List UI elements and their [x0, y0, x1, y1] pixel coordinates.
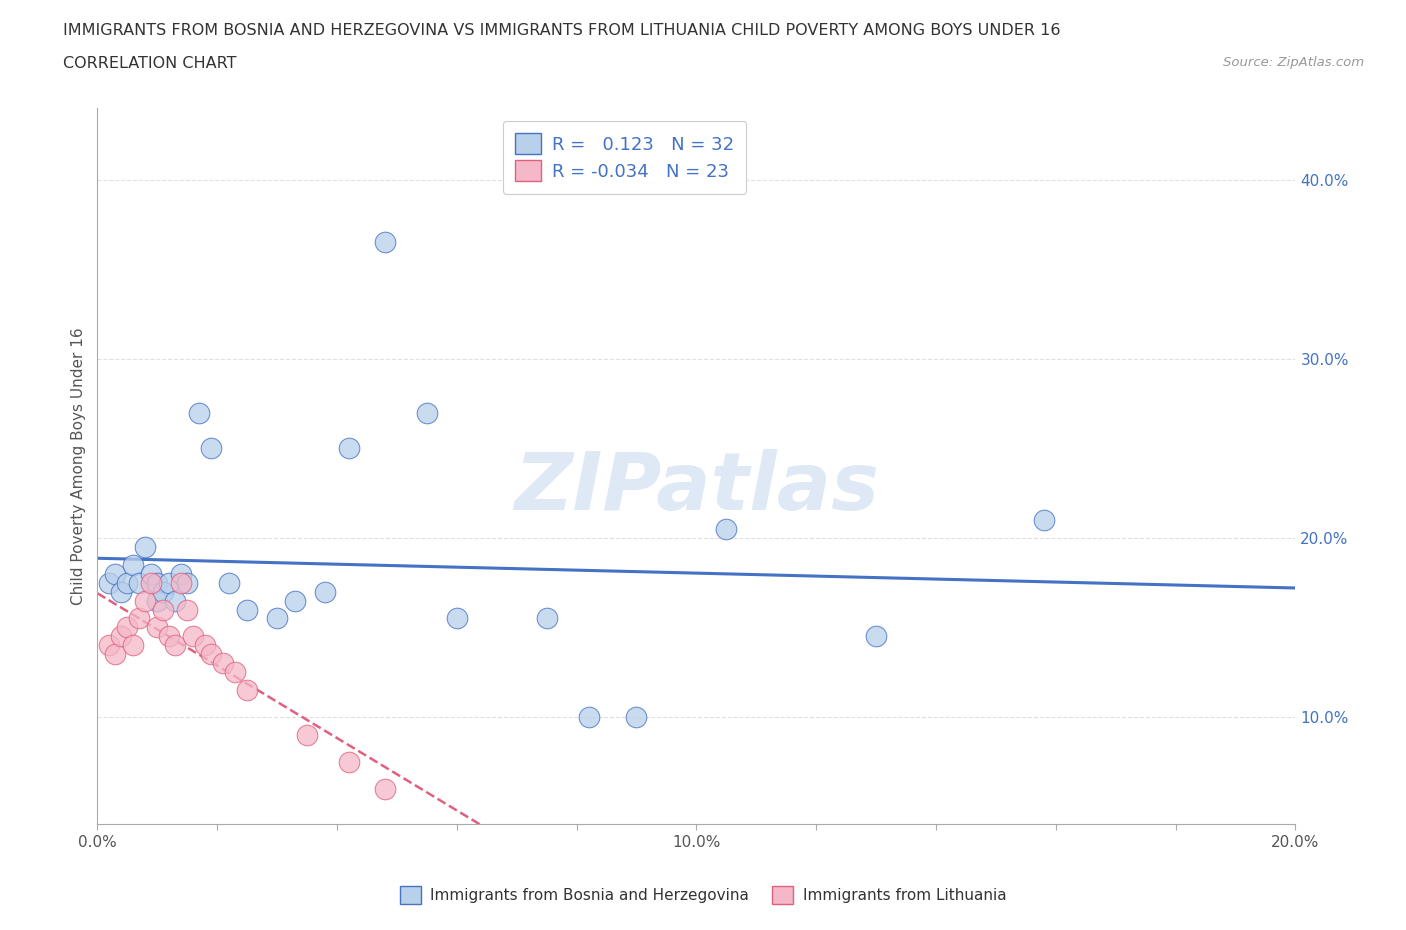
- Text: ZIPatlas: ZIPatlas: [515, 449, 879, 526]
- Point: [188, 405, 211, 420]
- Point: [865, 629, 887, 644]
- Point: [165, 593, 187, 608]
- Point: [200, 647, 222, 662]
- Point: [374, 781, 396, 796]
- Point: [134, 593, 156, 608]
- Text: Source: ZipAtlas.com: Source: ZipAtlas.com: [1223, 56, 1364, 69]
- Point: [266, 611, 288, 626]
- Point: [337, 754, 360, 769]
- Point: [224, 665, 246, 680]
- Point: [117, 576, 139, 591]
- Point: [314, 584, 336, 599]
- Point: [128, 611, 150, 626]
- Point: [152, 584, 174, 599]
- Point: [170, 576, 193, 591]
- Point: [146, 620, 169, 635]
- Point: [236, 602, 259, 617]
- Point: [181, 629, 204, 644]
- Point: [146, 576, 169, 591]
- Legend: Immigrants from Bosnia and Herzegovina, Immigrants from Lithuania: Immigrants from Bosnia and Herzegovina, …: [391, 877, 1015, 913]
- Point: [374, 235, 396, 250]
- Point: [128, 576, 150, 591]
- Point: [176, 576, 198, 591]
- Text: IMMIGRANTS FROM BOSNIA AND HERZEGOVINA VS IMMIGRANTS FROM LITHUANIA CHILD POVERT: IMMIGRANTS FROM BOSNIA AND HERZEGOVINA V…: [63, 23, 1060, 38]
- Point: [104, 566, 127, 581]
- Point: [98, 576, 121, 591]
- Point: [416, 405, 439, 420]
- Point: [152, 602, 174, 617]
- Point: [122, 638, 145, 653]
- Point: [295, 727, 318, 742]
- Point: [157, 629, 180, 644]
- Point: [110, 629, 132, 644]
- Point: [212, 656, 235, 671]
- Y-axis label: Child Poverty Among Boys Under 16: Child Poverty Among Boys Under 16: [72, 327, 86, 605]
- Point: [626, 710, 648, 724]
- Point: [117, 620, 139, 635]
- Point: [98, 638, 121, 653]
- Point: [141, 576, 163, 591]
- Point: [146, 593, 169, 608]
- Text: CORRELATION CHART: CORRELATION CHART: [63, 56, 236, 71]
- Point: [170, 566, 193, 581]
- Point: [122, 557, 145, 572]
- Point: [194, 638, 217, 653]
- Point: [104, 647, 127, 662]
- Point: [176, 602, 198, 617]
- Point: [1032, 512, 1054, 527]
- Point: [165, 638, 187, 653]
- Point: [134, 539, 156, 554]
- Legend: R =   0.123   N = 32, R = -0.034   N = 23: R = 0.123 N = 32, R = -0.034 N = 23: [503, 121, 747, 194]
- Point: [337, 441, 360, 456]
- Point: [141, 566, 163, 581]
- Point: [446, 611, 468, 626]
- Point: [536, 611, 558, 626]
- Point: [236, 683, 259, 698]
- Point: [284, 593, 307, 608]
- Point: [200, 441, 222, 456]
- Point: [578, 710, 600, 724]
- Point: [157, 576, 180, 591]
- Point: [110, 584, 132, 599]
- Point: [218, 576, 240, 591]
- Point: [716, 522, 738, 537]
